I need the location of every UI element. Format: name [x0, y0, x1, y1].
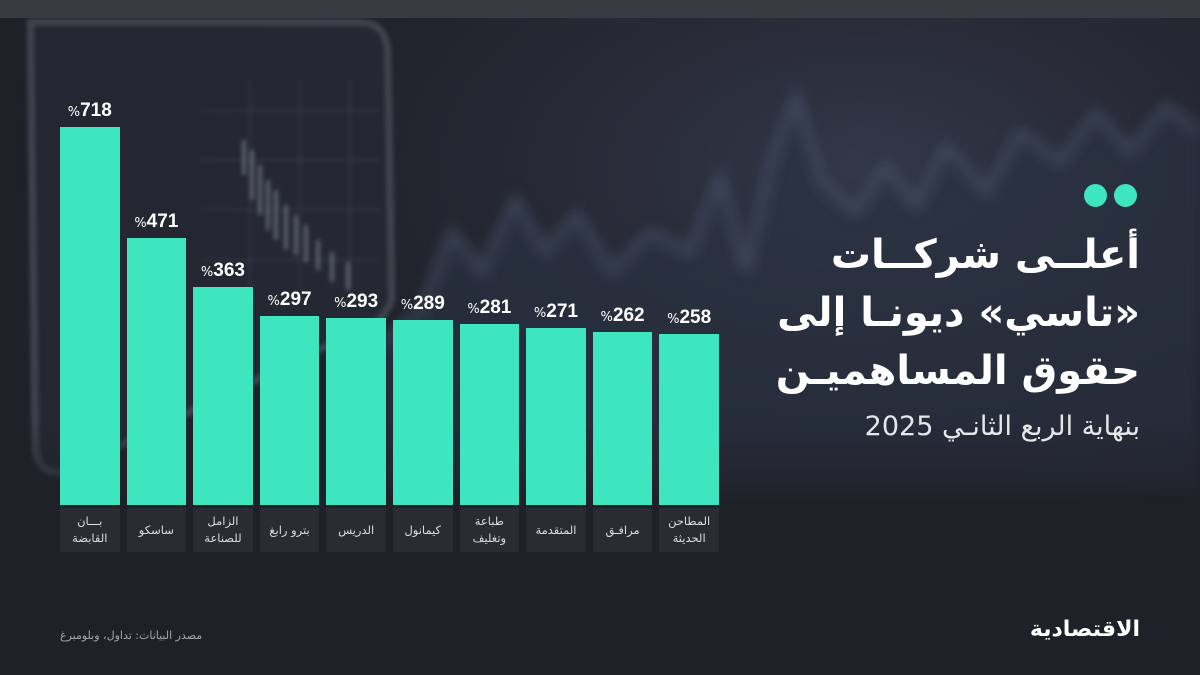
value-label: %262	[578, 305, 668, 327]
decorative-dot	[1114, 184, 1137, 207]
value-label: %258	[644, 307, 734, 329]
publisher-logo: الاقتصادية	[1029, 617, 1141, 642]
category-box: المطاحن الحديثة	[659, 508, 719, 552]
percent-sign: %	[67, 104, 81, 120]
title-line-2: «تاسي» ديونـا إلى	[777, 290, 1140, 336]
chart-title: أعلــى شركــات «تاسي» ديونـا إلى حقوق ال…	[700, 226, 1140, 454]
bar-10	[659, 333, 719, 505]
percent-sign: %	[600, 310, 613, 326]
percent-sign: %	[400, 297, 414, 313]
category-label: كيمانول	[404, 522, 442, 537]
value-label: %471	[111, 211, 201, 233]
percent-sign: %	[667, 311, 680, 327]
bar-5	[326, 318, 386, 505]
category-box: كيمانول	[393, 508, 453, 552]
category-label: بترو رابغ	[269, 522, 310, 537]
percent-sign: %	[267, 294, 280, 310]
value-number: 297	[279, 289, 312, 311]
category-label: طباعة وتغليف	[472, 514, 507, 545]
category-label: الزامل للصناعة	[204, 514, 242, 545]
title-line-1: أعلــى شركــات	[830, 232, 1140, 278]
percent-sign: %	[533, 306, 547, 322]
bar-6	[393, 319, 453, 505]
value-number: 363	[213, 259, 245, 281]
category-label: مرافـق	[605, 522, 640, 537]
data-source-note: مصدر البيانات: تداول، وبلومبرغ	[60, 629, 203, 642]
value-number: 471	[146, 211, 179, 233]
category-label: المطاحن الحديثة	[668, 514, 711, 545]
percent-sign: %	[200, 264, 214, 280]
value-label: %293	[311, 291, 401, 313]
value-label: %271	[511, 301, 601, 323]
bar-chart: %718 بـــان القابضة %471 ساسكو %363 الزامل لل…	[45, 100, 734, 552]
bar-7	[459, 323, 520, 505]
category-box: مرافـق	[592, 508, 653, 552]
value-number: 281	[479, 296, 512, 318]
value-label: %289	[378, 293, 468, 315]
decorative-dot	[1084, 184, 1107, 207]
value-label: %718	[45, 100, 135, 122]
value-label: %363	[178, 260, 268, 282]
bar-3	[193, 286, 253, 505]
bar-4	[259, 316, 320, 505]
value-number: 271	[546, 301, 578, 323]
value-number: 718	[80, 99, 112, 121]
value-number: 289	[413, 292, 445, 314]
category-label: الدريس	[338, 522, 375, 537]
category-box: طباعة وتغليف	[459, 508, 520, 552]
decorative-dots	[1084, 184, 1138, 208]
bar-9	[592, 332, 653, 505]
category-box: بـــان القابضة	[60, 508, 120, 552]
category-box: الزامل للصناعة	[193, 508, 253, 552]
chart-subtitle: بنهاية الربع الثانـي 2025	[864, 411, 1140, 442]
title-line-3: حقوق المساهميـن	[775, 348, 1140, 394]
category-label: ساسكو	[138, 522, 174, 537]
bar-2	[126, 238, 187, 505]
bar-8	[526, 328, 586, 505]
bar-1	[60, 126, 120, 505]
value-label: %281	[444, 297, 534, 319]
value-label: %297	[245, 289, 335, 311]
category-box: بترو رابغ	[259, 508, 320, 552]
percent-sign: %	[467, 301, 480, 317]
percent-sign: %	[134, 216, 147, 232]
top-strip	[0, 0, 1200, 18]
value-number: 293	[346, 291, 379, 313]
value-number: 258	[679, 306, 712, 328]
category-box: الدريس	[326, 508, 386, 552]
value-number: 262	[612, 305, 645, 327]
category-label: المتقدمة	[535, 522, 577, 537]
category-label: بـــان القابضة	[72, 514, 108, 545]
category-box: ساسكو	[126, 508, 187, 552]
category-box: المتقدمة	[526, 508, 586, 552]
percent-sign: %	[334, 296, 347, 312]
